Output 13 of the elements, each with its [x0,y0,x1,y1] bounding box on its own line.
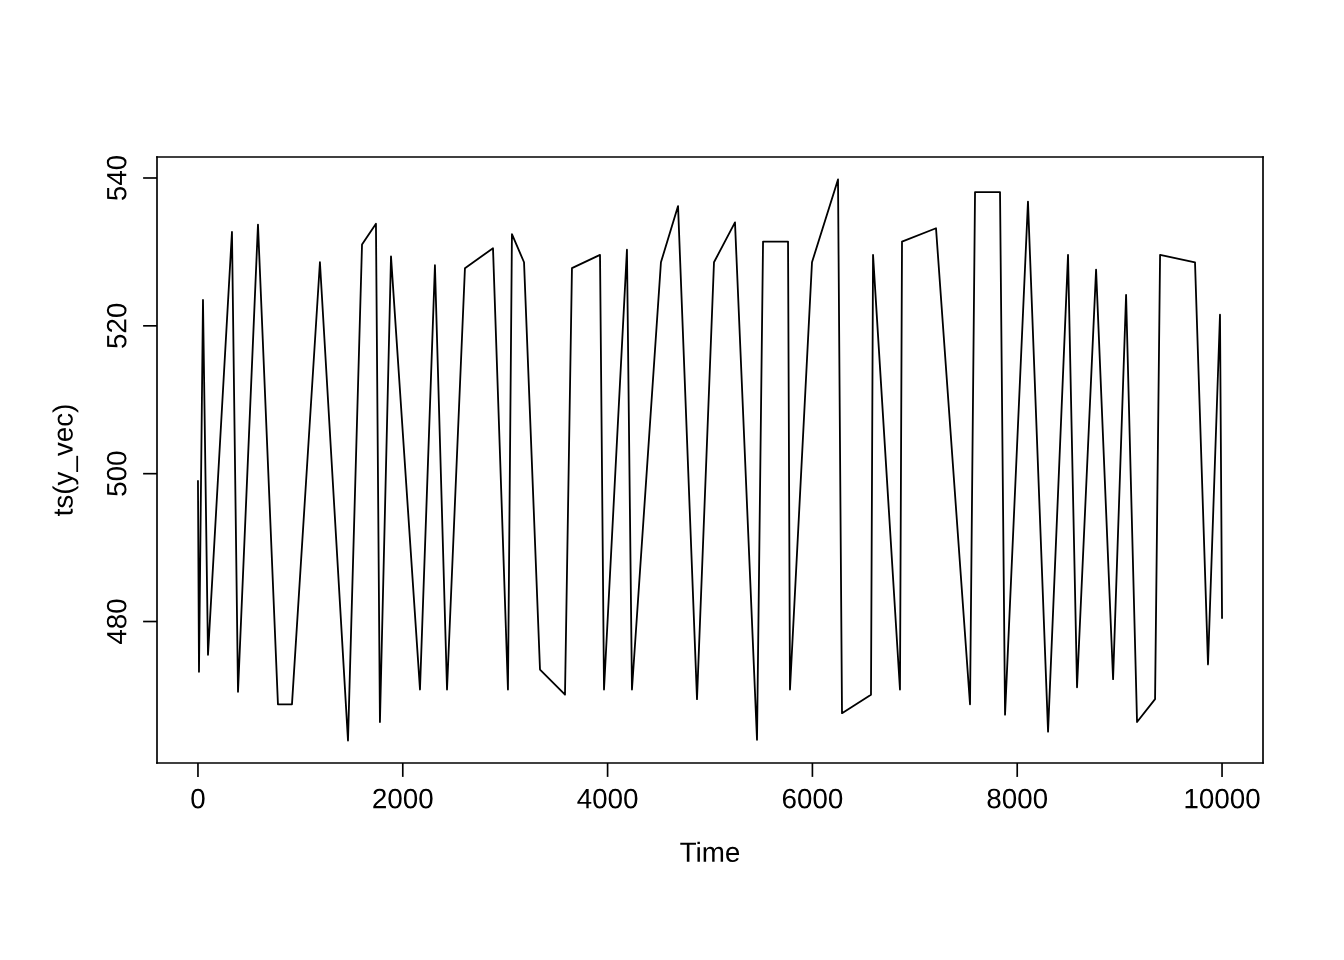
y-tick-label: 540 [106,155,127,201]
x-tick-label: 0 [191,788,205,809]
y-tick-label: 500 [106,451,127,496]
x-tick-label: 6000 [782,788,843,809]
y-axis-title: ts(y_vec) [52,405,79,516]
x-tick-label: 10000 [1185,788,1260,809]
y-tick-label: 520 [106,303,127,348]
x-tick-label: 8000 [987,788,1048,809]
x-tick-label: 4000 [577,788,638,809]
y-tick-label: 480 [106,599,127,645]
x-tick-label: 2000 [373,788,433,809]
x-axis-title: Time [680,841,740,863]
line-series [197,178,1223,742]
